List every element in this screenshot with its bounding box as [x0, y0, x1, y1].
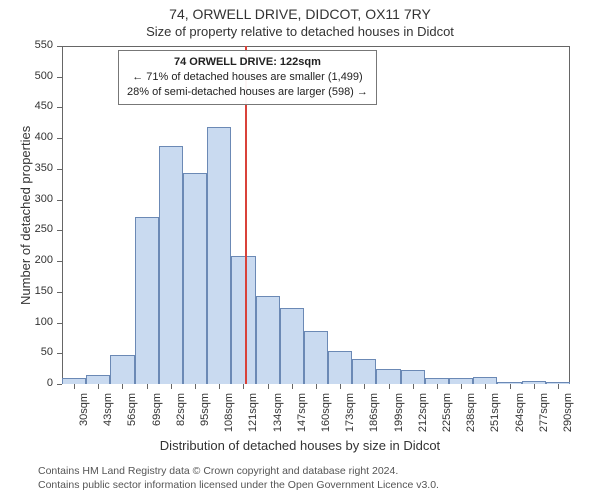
xtick	[74, 384, 75, 389]
ytick-label: 50	[0, 346, 53, 358]
ytick	[57, 261, 62, 262]
ytick	[57, 138, 62, 139]
xtick-label: 290sqm	[562, 393, 574, 441]
xtick-label: 160sqm	[320, 393, 332, 441]
ytick-label: 500	[0, 70, 53, 82]
xtick	[510, 384, 511, 389]
xtick	[364, 384, 365, 389]
xtick-label: 277sqm	[538, 393, 550, 441]
ytick-label: 450	[0, 100, 53, 112]
histogram-bar	[376, 369, 400, 384]
histogram-bar	[135, 217, 159, 384]
histogram-bar	[304, 331, 328, 384]
ytick	[57, 169, 62, 170]
xtick	[389, 384, 390, 389]
histogram-bar	[231, 256, 255, 384]
xtick	[558, 384, 559, 389]
xtick-label: 134sqm	[272, 393, 284, 441]
xtick	[219, 384, 220, 389]
ytick	[57, 292, 62, 293]
histogram-bar	[280, 308, 304, 384]
ytick	[57, 323, 62, 324]
histogram-bar	[546, 382, 570, 384]
xtick	[340, 384, 341, 389]
histogram-bar	[497, 382, 521, 384]
property-size-histogram: 74, ORWELL DRIVE, DIDCOT, OX11 7RY Size …	[0, 0, 600, 500]
histogram-bar	[62, 378, 86, 384]
histogram-bar	[473, 377, 497, 384]
histogram-bar	[401, 370, 425, 384]
xtick-label: 264sqm	[514, 393, 526, 441]
callout-larger-text: 28% of semi-detached houses are larger (…	[127, 85, 368, 100]
xtick-label: 56sqm	[126, 393, 138, 441]
ytick	[57, 107, 62, 108]
xtick	[122, 384, 123, 389]
xtick-label: 199sqm	[393, 393, 405, 441]
histogram-bar	[425, 378, 449, 384]
xtick	[147, 384, 148, 389]
xtick-label: 147sqm	[296, 393, 308, 441]
xtick	[243, 384, 244, 389]
property-callout: 74 ORWELL DRIVE: 122sqm ← 71% of detached…	[118, 50, 377, 105]
xtick-label: 173sqm	[344, 393, 356, 441]
xtick	[98, 384, 99, 389]
xtick-label: 69sqm	[151, 393, 163, 441]
ytick	[57, 77, 62, 78]
chart-subtitle: Size of property relative to detached ho…	[0, 24, 600, 39]
ytick	[57, 200, 62, 201]
histogram-bar	[183, 173, 207, 384]
callout-title: 74 ORWELL DRIVE: 122sqm	[174, 56, 321, 68]
histogram-bar	[352, 359, 376, 384]
xtick-label: 238sqm	[465, 393, 477, 441]
histogram-bar	[449, 378, 473, 384]
histogram-bar	[207, 127, 231, 384]
xtick-label: 95sqm	[199, 393, 211, 441]
histogram-bar	[328, 351, 352, 384]
chart-title: 74, ORWELL DRIVE, DIDCOT, OX11 7RY	[0, 6, 600, 22]
histogram-bar	[159, 146, 183, 384]
xtick	[195, 384, 196, 389]
histogram-bar	[256, 296, 280, 384]
ytick	[57, 384, 62, 385]
xtick-label: 121sqm	[247, 393, 259, 441]
xtick-label: 186sqm	[368, 393, 380, 441]
xtick-label: 225sqm	[441, 393, 453, 441]
ytick-label: 0	[0, 377, 53, 389]
footer-line-2: Contains public sector information licen…	[38, 478, 439, 492]
xtick-label: 212sqm	[417, 393, 429, 441]
histogram-bar	[86, 375, 110, 384]
xtick	[316, 384, 317, 389]
ytick-label: 100	[0, 316, 53, 328]
callout-smaller-text: ← 71% of detached houses are smaller (1,…	[127, 70, 368, 85]
xtick	[171, 384, 172, 389]
footer-line-1: Contains HM Land Registry data © Crown c…	[38, 464, 439, 478]
x-axis-label: Distribution of detached houses by size …	[0, 438, 600, 453]
xtick	[534, 384, 535, 389]
footer-attribution: Contains HM Land Registry data © Crown c…	[38, 464, 439, 492]
ytick	[57, 46, 62, 47]
xtick-label: 251sqm	[489, 393, 501, 441]
ytick-label: 550	[0, 39, 53, 51]
xtick	[485, 384, 486, 389]
histogram-bar	[110, 355, 134, 384]
xtick-label: 43sqm	[102, 393, 114, 441]
xtick	[268, 384, 269, 389]
xtick-label: 82sqm	[175, 393, 187, 441]
xtick-label: 108sqm	[223, 393, 235, 441]
ytick	[57, 353, 62, 354]
xtick	[461, 384, 462, 389]
xtick	[292, 384, 293, 389]
ytick	[57, 230, 62, 231]
histogram-bar	[522, 381, 546, 384]
xtick	[413, 384, 414, 389]
y-axis-label: Number of detached properties	[18, 126, 33, 305]
xtick	[437, 384, 438, 389]
xtick-label: 30sqm	[78, 393, 90, 441]
